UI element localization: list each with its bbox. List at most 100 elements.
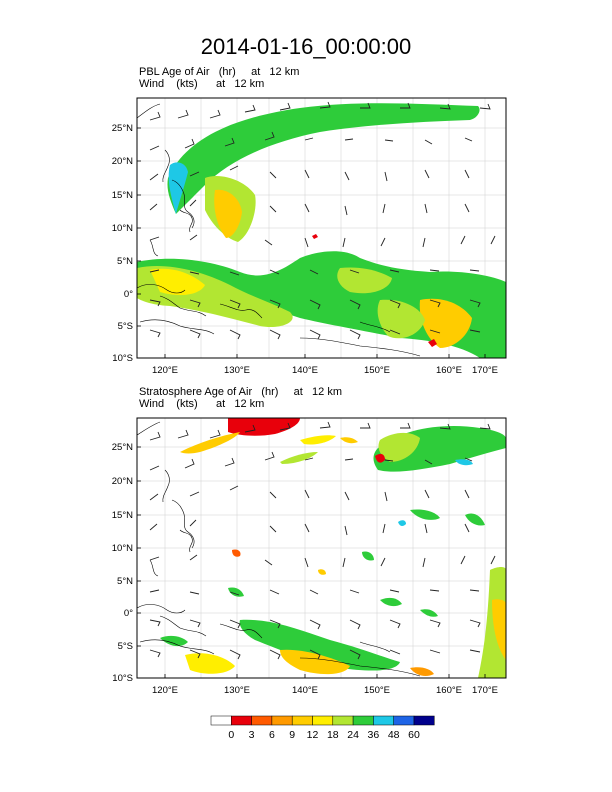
colorbar-label: 18: [326, 729, 339, 741]
colorbar-label: 12: [306, 729, 319, 741]
lat-label: 10°N: [112, 223, 133, 234]
colorbar-label: 36: [367, 729, 380, 741]
lon-label: 170°E: [472, 685, 498, 696]
panel2-lat-labels: 25°N 20°N 15°N 10°N 5°N 0° 5°S 10°S: [112, 442, 133, 684]
lat-label: 10°S: [112, 673, 133, 684]
panel1-lon-labels: 120°E 130°E 140°E 150°E 160°E 170°E: [152, 365, 498, 376]
colorbar-swatch: [271, 715, 293, 726]
panel2-green-spot1: [362, 551, 374, 561]
lat-label: 15°N: [112, 190, 133, 201]
lat-label: 10°N: [112, 543, 133, 554]
colorbar-swatch: [231, 715, 252, 726]
panel2-yellow-spot1: [318, 569, 326, 575]
lon-label: 150°E: [364, 365, 390, 376]
lat-label: 20°N: [112, 476, 133, 487]
panel2-field-label: Stratosphere Age of Air (hr) at 12 km: [139, 386, 342, 398]
panel2-ne-red-edge: [375, 453, 385, 463]
panel1-lat-labels: 25°N 20°N 15°N 10°N 5°N 0° 5°S 10°S: [112, 123, 133, 364]
panel2-tick-marks: [137, 446, 486, 678]
lat-label: 25°N: [112, 123, 133, 134]
panel1-red-spot1: [428, 339, 437, 347]
colorbar-label: 0: [228, 729, 235, 741]
lon-label: 170°E: [472, 365, 498, 376]
panel2-south-green: [239, 619, 400, 671]
panel2-cyan-spot: [398, 520, 406, 527]
colorbar-swatch: [251, 715, 273, 726]
panel2-south-green4: [420, 609, 438, 617]
panel2-wind-label: Wind (kts) at 12 km: [139, 398, 265, 410]
panel1-wind-label: Wind (kts) at 12 km: [139, 78, 265, 90]
colorbar-label: 9: [289, 729, 296, 741]
panel2-south-orange: [410, 667, 434, 676]
lon-label: 130°E: [224, 685, 250, 696]
panel2-lon-labels: 120°E 130°E 140°E 150°E 160°E 170°E: [152, 685, 498, 696]
colorbar: [210, 715, 435, 726]
panel2-red-block: [228, 418, 300, 436]
panel1-wind-barbs: [149, 101, 496, 340]
panel1-yellowgreen-patch2: [337, 267, 392, 294]
panel1-orange-blob: [214, 189, 242, 238]
colorbar-swatch: [373, 715, 394, 726]
colorbar-swatch: [352, 715, 374, 726]
lat-label: 5°N: [117, 576, 133, 587]
panel2-ne-cyan-edge: [455, 459, 473, 466]
panel1-green-band: [167, 103, 480, 214]
panel1-map: 25°N 20°N 15°N 10°N 5°N 0° 5°S 10°S 120°…: [112, 97, 507, 376]
lat-label: 20°N: [112, 156, 133, 167]
panel2-map: 25°N 20°N 15°N 10°N 5°N 0° 5°S 10°S 120°…: [112, 417, 507, 696]
panel2-east-yellow: [492, 599, 506, 660]
lon-label: 140°E: [292, 685, 318, 696]
panel2-streak6: [465, 513, 485, 526]
lat-label: 0°: [124, 289, 133, 300]
lat-label: 10°S: [112, 353, 133, 364]
panel2-ne-yellowgreen: [378, 432, 420, 462]
lon-label: 130°E: [224, 365, 250, 376]
panel2-streak1: [180, 432, 240, 454]
lon-label: 150°E: [364, 685, 390, 696]
lon-label: 120°E: [152, 685, 178, 696]
panel2-streak2: [300, 435, 336, 445]
panel2-south-yellow2: [185, 653, 235, 674]
panel2-streak4: [280, 452, 318, 464]
lon-label: 160°E: [436, 365, 462, 376]
colorbar-swatch: [312, 715, 334, 726]
panel2-south-green2: [160, 635, 188, 647]
panel2-wind-barbs: [149, 421, 496, 660]
colorbar-label: 24: [347, 729, 359, 741]
panel2-orange-spot1: [232, 549, 241, 557]
colorbar-swatch: [393, 715, 415, 726]
panel1-yellow-patch2: [419, 298, 472, 348]
panel2-south-yellow1: [280, 649, 350, 675]
panel2-green-spot2: [228, 587, 244, 597]
colorbar-swatch: [413, 715, 435, 726]
colorbar-label: 48: [387, 729, 400, 741]
lat-label: 5°N: [117, 256, 133, 267]
panel2-south-green3: [380, 597, 402, 607]
lat-label: 0°: [124, 608, 133, 619]
colorbar-swatch: [210, 715, 232, 726]
panel1-coastlines: [137, 103, 421, 357]
lon-label: 160°E: [436, 685, 462, 696]
colorbar-label: 6: [268, 729, 275, 741]
lat-label: 5°S: [118, 641, 133, 652]
panel1-tick-marks: [137, 127, 486, 358]
panel2-coastlines: [137, 421, 421, 677]
panel1-yellowgreen-patch3: [377, 299, 425, 339]
colorbar-swatch: [332, 715, 354, 726]
lon-label: 120°E: [152, 365, 178, 376]
panel2-east-band: [478, 567, 506, 678]
panel1-yellow-patch1: [150, 268, 205, 296]
lat-label: 5°S: [118, 321, 133, 332]
colorbar-swatch: [291, 715, 313, 726]
colorbar-label: 60: [408, 729, 420, 741]
colorbar-label: 3: [248, 729, 255, 741]
panel1-cyan-edge: [168, 162, 188, 214]
lon-label: 140°E: [292, 365, 318, 376]
panel2-streak3: [340, 437, 358, 444]
lat-label: 25°N: [112, 442, 133, 453]
panel1-field-label: PBL Age of Air (hr) at 12 km: [139, 66, 300, 78]
plot-title: 2014-01-16_00:00:00: [200, 34, 412, 59]
panel2-streak5: [410, 509, 440, 520]
lat-label: 15°N: [112, 510, 133, 521]
